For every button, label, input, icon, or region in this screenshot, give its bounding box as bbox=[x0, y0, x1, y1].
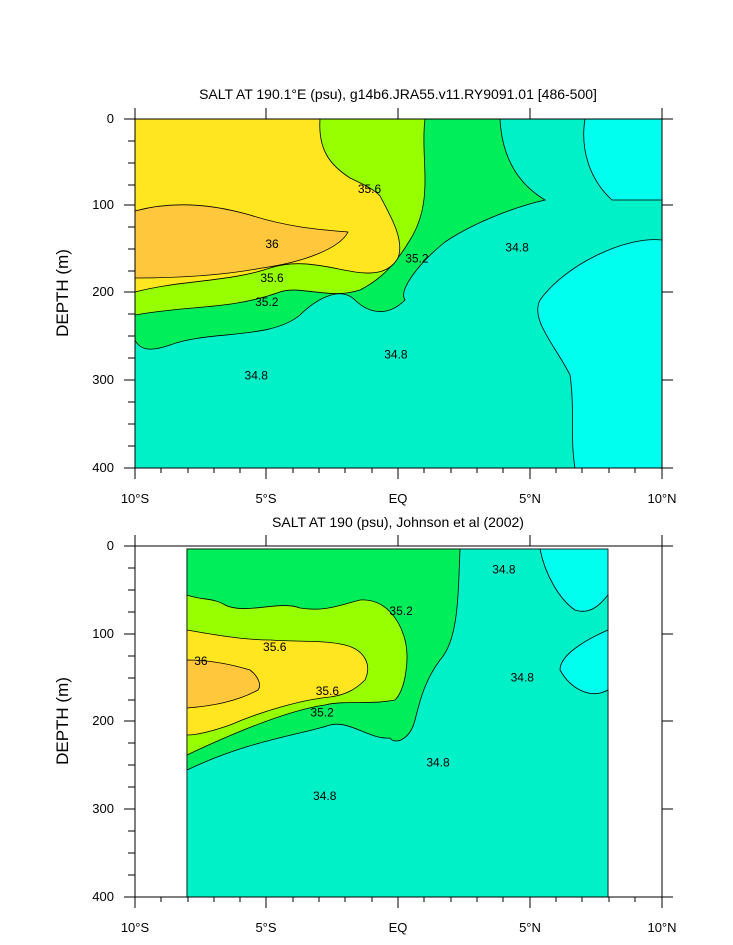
contour-label: 34.8 bbox=[505, 240, 529, 254]
top-y-tick-0: 0 bbox=[107, 111, 114, 126]
contour-label: 35.2 bbox=[255, 295, 279, 309]
top-y-tick-100: 100 bbox=[92, 197, 114, 212]
contour-label: 34.8 bbox=[426, 756, 450, 770]
contour-label: 35.2 bbox=[389, 604, 413, 618]
top-y-tick-300: 300 bbox=[92, 372, 114, 387]
bottom-panel-title: SALT AT 190 (psu), Johnson et al (2002) bbox=[272, 514, 524, 530]
contour-label: 36 bbox=[194, 654, 208, 668]
top-frame bbox=[124, 108, 673, 479]
bottom-y-tick-100: 100 bbox=[92, 626, 114, 641]
contour-label: 34.8 bbox=[511, 671, 535, 685]
bottom-xaxis-ticks bbox=[134, 535, 663, 908]
bottom-y-tick-300: 300 bbox=[92, 801, 114, 816]
top-x-tick-5s: 5°S bbox=[255, 491, 276, 506]
bottom-contour-labels: 35.6 36 35.6 35.2 35.2 34.8 34.8 34.8 34.8 bbox=[194, 563, 534, 803]
bottom-x-tick-eq: EQ bbox=[389, 920, 408, 935]
top-yaxis-ticks bbox=[124, 118, 673, 469]
contour-label: 34.8 bbox=[245, 369, 269, 383]
contour-label: 35.6 bbox=[263, 640, 287, 654]
bottom-yaxis-ticks bbox=[124, 545, 673, 898]
top-y-tick-200: 200 bbox=[92, 284, 114, 299]
bottom-y-axis-label: DEPTH (m) bbox=[53, 677, 72, 765]
contour-label: 36 bbox=[265, 237, 279, 251]
top-contour-fill bbox=[134, 118, 663, 469]
top-panel: SALT AT 190.1°E (psu), g14b6.JRA55.v11.R… bbox=[53, 86, 677, 506]
top-x-tick-10s: 10°S bbox=[121, 491, 150, 506]
bottom-x-tick-10n: 10°N bbox=[647, 920, 676, 935]
bottom-contour-fill bbox=[186, 548, 609, 898]
top-y-tick-labels: 0 100 200 300 400 bbox=[92, 111, 114, 475]
bottom-x-tick-labels: 10°S 5°S EQ 5°N 10°N bbox=[121, 920, 677, 935]
top-x-tick-10n: 10°N bbox=[647, 491, 676, 506]
contour-label: 34.8 bbox=[313, 789, 337, 803]
bottom-panel: SALT AT 190 (psu), Johnson et al (2002) … bbox=[53, 514, 677, 935]
top-y-axis-label: DEPTH (m) bbox=[53, 249, 72, 337]
top-x-tick-5n: 5°N bbox=[519, 491, 541, 506]
bottom-y-tick-200: 200 bbox=[92, 713, 114, 728]
top-xaxis-ticks bbox=[134, 108, 663, 479]
contour-label: 35.2 bbox=[405, 252, 429, 266]
top-contour-labels: 35.6 36 35.6 35.2 34.8 35.2 34.8 34.8 bbox=[245, 182, 530, 383]
top-y-tick-400: 400 bbox=[92, 460, 114, 475]
top-x-tick-eq: EQ bbox=[389, 491, 408, 506]
contour-label: 34.8 bbox=[384, 348, 408, 362]
bottom-x-tick-5n: 5°N bbox=[519, 920, 541, 935]
bottom-fill-36 bbox=[186, 659, 260, 709]
bottom-y-tick-400: 400 bbox=[92, 889, 114, 904]
contour-label: 35.6 bbox=[358, 182, 382, 196]
bottom-frame bbox=[124, 535, 673, 908]
contour-label: 35.6 bbox=[260, 271, 284, 285]
contour-label: 35.6 bbox=[316, 684, 340, 698]
bottom-x-tick-5s: 5°S bbox=[255, 920, 276, 935]
contour-label: 35.2 bbox=[310, 706, 334, 720]
contour-label: 34.8 bbox=[492, 563, 516, 577]
bottom-y-tick-labels: 0 100 200 300 400 bbox=[92, 538, 114, 904]
top-panel-title: SALT AT 190.1°E (psu), g14b6.JRA55.v11.R… bbox=[199, 86, 597, 102]
top-x-tick-labels: 10°S 5°S EQ 5°N 10°N bbox=[121, 491, 677, 506]
bottom-x-tick-10s: 10°S bbox=[121, 920, 150, 935]
top-fill-36 bbox=[134, 204, 349, 279]
bottom-y-tick-0: 0 bbox=[107, 538, 114, 553]
bottom-fill-35-6 bbox=[186, 629, 369, 736]
